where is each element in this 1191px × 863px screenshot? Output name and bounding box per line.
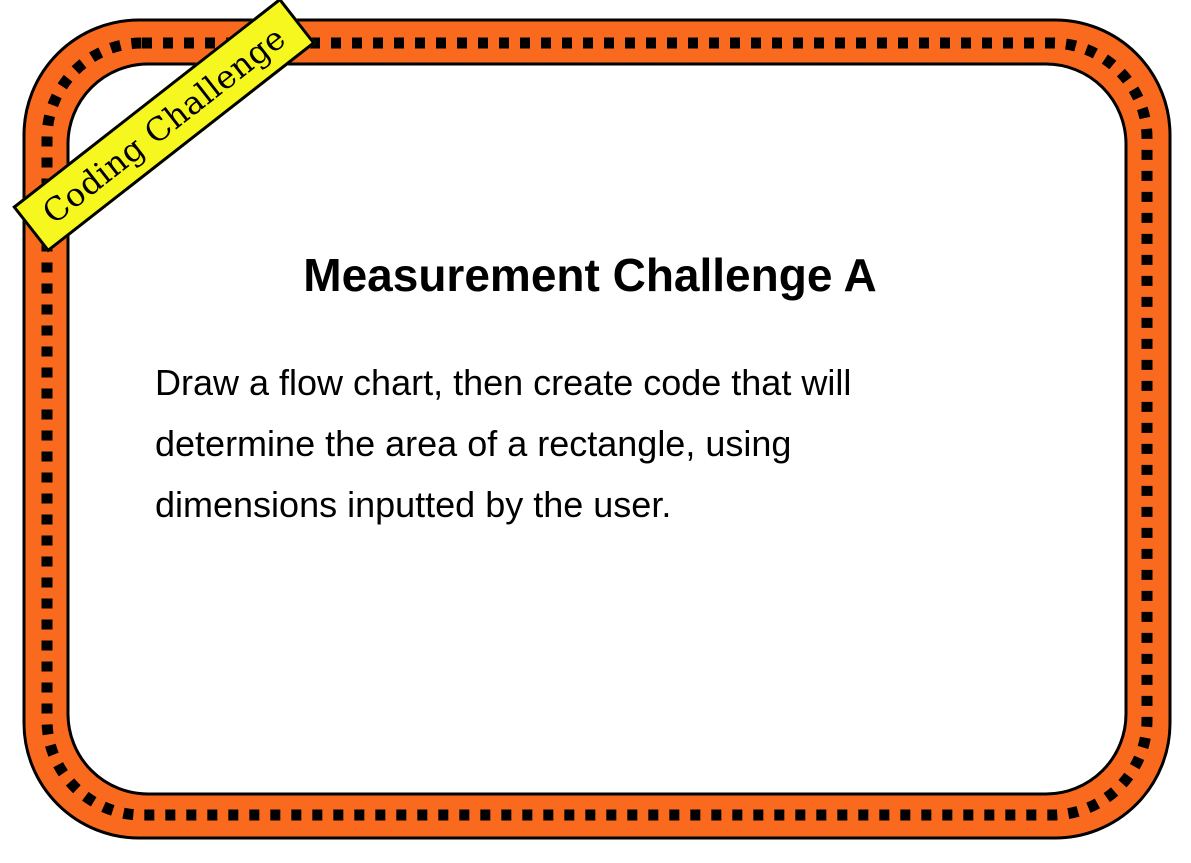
instruction-line: dimensions inputted by the user. — [155, 484, 672, 525]
frame-dash-track — [41, 37, 1153, 821]
card-panel — [66, 62, 1128, 796]
instruction-line: determine the area of a rectangle, using — [155, 423, 792, 464]
instruction-line: Draw a flow chart, then create code that… — [155, 362, 852, 403]
card-instructions: Draw a flow chart, then create code that… — [155, 352, 1015, 535]
card-title: Measurement Challenge A — [303, 249, 877, 301]
